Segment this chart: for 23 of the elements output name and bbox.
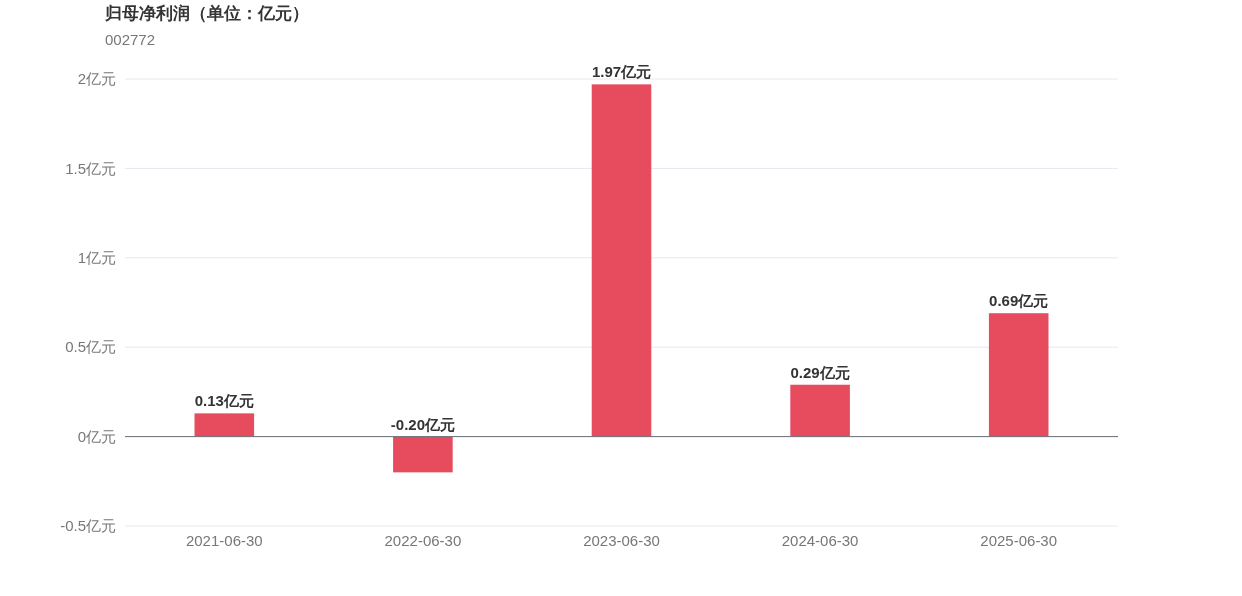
x-tick-label: 2021-06-30 [185,532,263,549]
x-tick-label: 2023-06-30 [583,532,660,549]
bar [591,84,652,437]
bar [790,384,850,437]
y-tick-label: 1.5亿元 [65,159,116,177]
chart-subtitle: 002772 [105,31,156,48]
x-tick-label: 2025-06-30 [980,532,1058,549]
chart-title: 归母净利润（单位：亿元） [104,4,309,23]
data-label: 0.69亿元 [989,292,1049,310]
y-tick-label: 0.5亿元 [65,338,116,356]
bar [393,436,453,473]
bar [988,313,1049,437]
data-label: 1.97亿元 [591,63,652,81]
data-label: 0.29亿元 [790,363,850,381]
y-tick-label: 0亿元 [77,427,116,445]
bar [194,413,255,437]
data-label: -0.20亿元 [390,415,455,433]
y-tick-label: 2亿元 [77,70,116,88]
y-tick-label: -0.5亿元 [60,517,116,535]
data-label: 0.13亿元 [194,392,254,410]
y-tick-label: 1亿元 [77,249,116,267]
x-tick-label: 2024-06-30 [781,532,859,549]
x-tick-label: 2022-06-30 [384,532,462,549]
